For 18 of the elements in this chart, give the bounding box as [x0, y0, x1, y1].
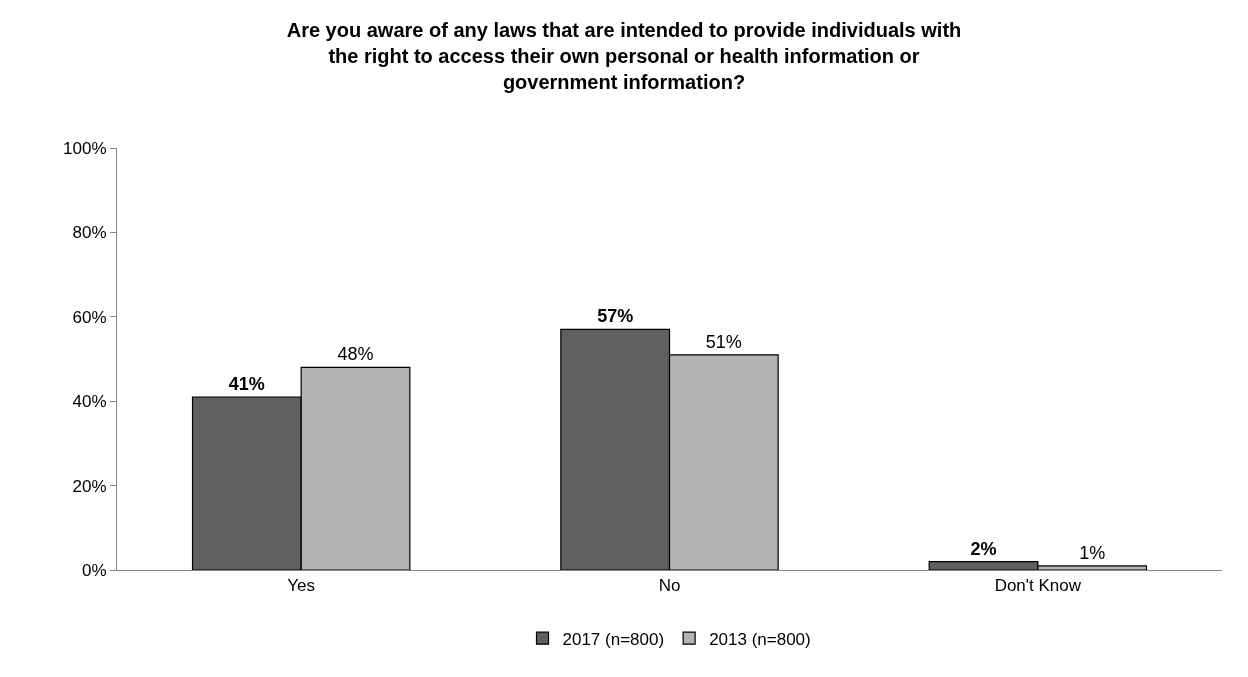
y-tick-label: 60%: [72, 307, 107, 327]
x-tick-label: Don't Know: [994, 576, 1082, 596]
y-tick-label: 20%: [72, 476, 107, 496]
y-tick-label: 100%: [63, 138, 107, 158]
chart-title: Are you aware of any laws that are intended to provide individuals with the right to access their own personal or health information or government information?: [286, 19, 962, 94]
legend-label: 2017 (n=800): [562, 629, 665, 649]
data-label: 2%: [970, 538, 997, 559]
data-label: 1%: [1079, 542, 1106, 563]
x-tick-label: Yes: [287, 576, 316, 596]
data-label: 48%: [337, 344, 374, 365]
data-label: 57%: [597, 306, 634, 327]
y-tick-label: 0%: [82, 560, 107, 580]
data-label: 51%: [705, 331, 742, 352]
legend-label: 2013 (n=800): [709, 629, 811, 649]
x-tick-label: No: [658, 576, 681, 596]
y-tick-label: 40%: [72, 392, 107, 412]
data-label: 41%: [228, 373, 265, 394]
y-tick-label: 80%: [72, 223, 107, 243]
